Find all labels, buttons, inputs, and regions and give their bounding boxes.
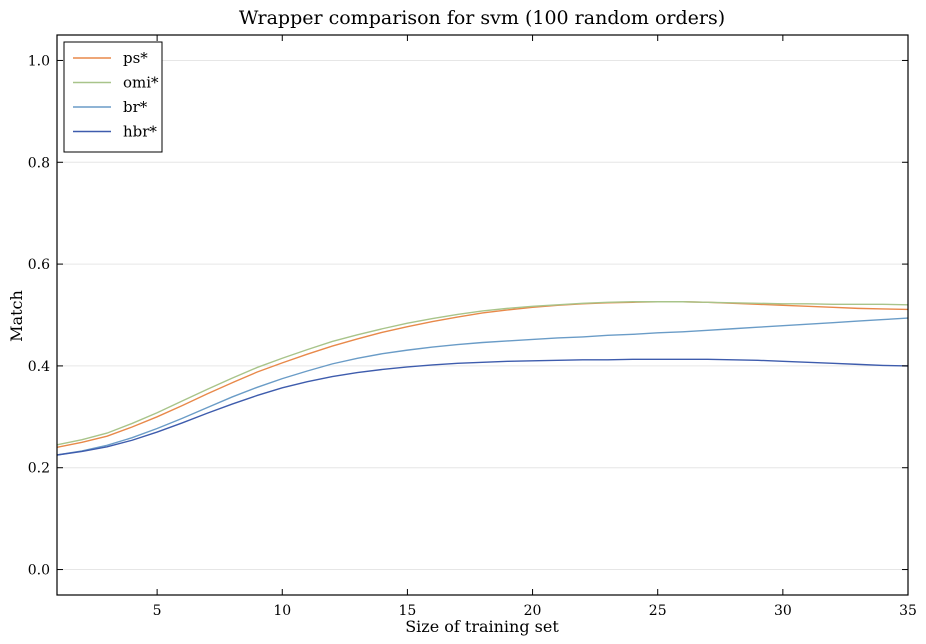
series-line-br xyxy=(56,317,909,456)
x-tick-label: 15 xyxy=(398,603,416,619)
x-tick-label: 30 xyxy=(774,603,792,619)
legend: ps* omi* br* hbr* xyxy=(63,41,163,153)
x-tick-labels: 5 10 15 20 25 30 35 xyxy=(153,603,917,619)
chart-title: Wrapper comparison for svm (100 random o… xyxy=(239,7,725,29)
legend-label: omi* xyxy=(123,74,159,92)
series-line-hbr xyxy=(56,358,909,456)
y-tick-labels: 0.0 0.2 0.4 0.6 0.8 1.0 xyxy=(28,53,50,578)
x-tick-label: 25 xyxy=(649,603,667,619)
series-line-ps xyxy=(56,301,909,449)
grid-lines xyxy=(57,59,908,571)
y-tick-label: 0.2 xyxy=(28,461,50,477)
y-axis-label: Match xyxy=(7,290,26,342)
x-tick-label: 5 xyxy=(153,603,162,619)
x-tick-label: 35 xyxy=(899,603,917,619)
legend-label: br* xyxy=(123,98,148,116)
y-tick-label: 0.0 xyxy=(28,563,50,579)
legend-label: ps* xyxy=(123,49,148,67)
y-tick-label: 0.8 xyxy=(28,155,50,171)
y-tick-label: 0.6 xyxy=(28,257,50,273)
legend-label: hbr* xyxy=(123,123,157,141)
y-tick-label: 0.4 xyxy=(28,359,50,375)
series-lines xyxy=(56,301,909,456)
axis-ticks xyxy=(57,35,909,595)
legend-box xyxy=(63,41,163,153)
plot-frame xyxy=(56,34,909,596)
y-tick-label: 1.0 xyxy=(28,53,50,69)
series-line-omi xyxy=(56,301,909,446)
x-tick-label: 20 xyxy=(524,603,542,619)
x-tick-label: 10 xyxy=(273,603,291,619)
x-axis-label: Size of training set xyxy=(405,617,559,636)
